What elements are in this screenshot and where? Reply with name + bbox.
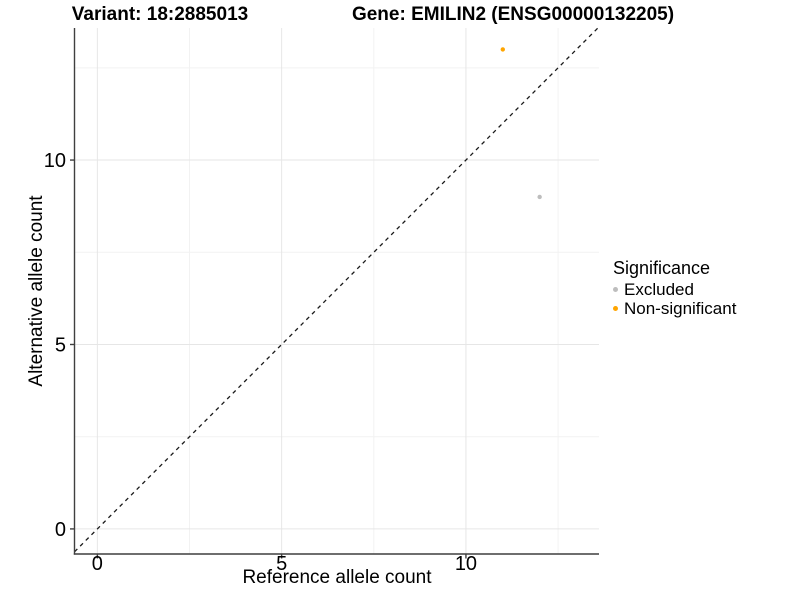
legend-item-excluded: Excluded <box>613 280 736 299</box>
x-tick-label: 5 <box>276 553 287 575</box>
legend-title: Significance <box>613 258 711 278</box>
y-tick-label: 5 <box>55 334 66 356</box>
data-point-excluded <box>537 194 542 200</box>
legend-item-non-significant: Non-significant <box>613 299 736 318</box>
data-point-non-significant <box>500 47 505 52</box>
non-significant-point-icon <box>613 306 618 311</box>
legend-item-label: Non-significant <box>624 299 737 318</box>
x-tick-label: 0 <box>92 553 103 575</box>
variant-title: Variant: 18:2885013 <box>71 4 249 25</box>
x-tick-label: 10 <box>455 553 477 575</box>
excluded-point-icon <box>613 287 618 292</box>
x-axis-title: Reference allele count <box>242 567 432 588</box>
y-axis-title: Alternative allele count <box>26 195 47 387</box>
gene-title: Gene: EMILIN2 (ENSG00000132205) <box>351 4 675 25</box>
y-tick-label: 10 <box>44 150 66 172</box>
identity-reference-line <box>74 27 599 553</box>
legend-item-label: Excluded <box>624 280 694 299</box>
y-tick-label: 0 <box>55 519 66 541</box>
legend: Significance Excluded Non-significant <box>613 258 736 318</box>
